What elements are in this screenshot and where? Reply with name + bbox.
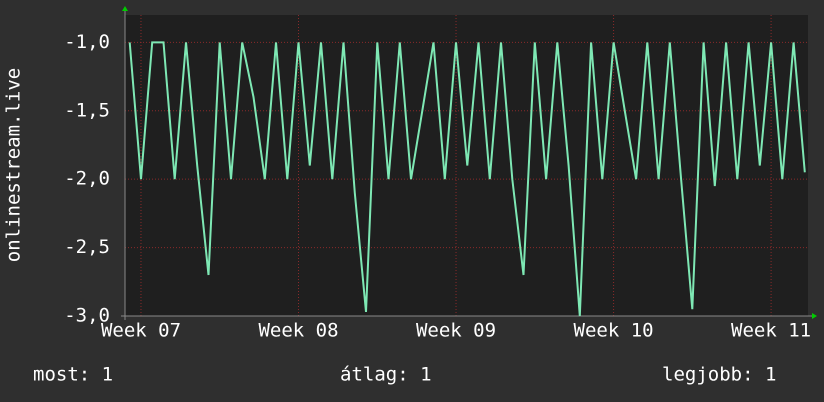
x-tick-label: Week 09	[416, 320, 496, 342]
stat-average: átlag: 1	[340, 364, 432, 386]
stat-best: legjobb: 1	[662, 364, 776, 386]
y-axis-label: onlinestream.live	[3, 68, 25, 262]
x-tick-label: Week 08	[258, 320, 338, 342]
stat-current: most: 1	[33, 364, 113, 386]
y-tick-label: -2,5	[64, 236, 110, 258]
x-tick-label: Week 07	[101, 320, 181, 342]
x-tick-label: Week 10	[574, 320, 654, 342]
y-tick-label: -1,5	[64, 99, 110, 121]
y-tick-label: -1,0	[64, 31, 110, 53]
axis-arrow	[812, 313, 817, 319]
y-tick-label: -3,0	[64, 305, 110, 327]
x-tick-label: Week 11	[731, 320, 811, 342]
y-tick-label: -2,0	[64, 168, 110, 190]
axis-arrow	[122, 6, 128, 11]
data-line	[128, 41, 806, 317]
